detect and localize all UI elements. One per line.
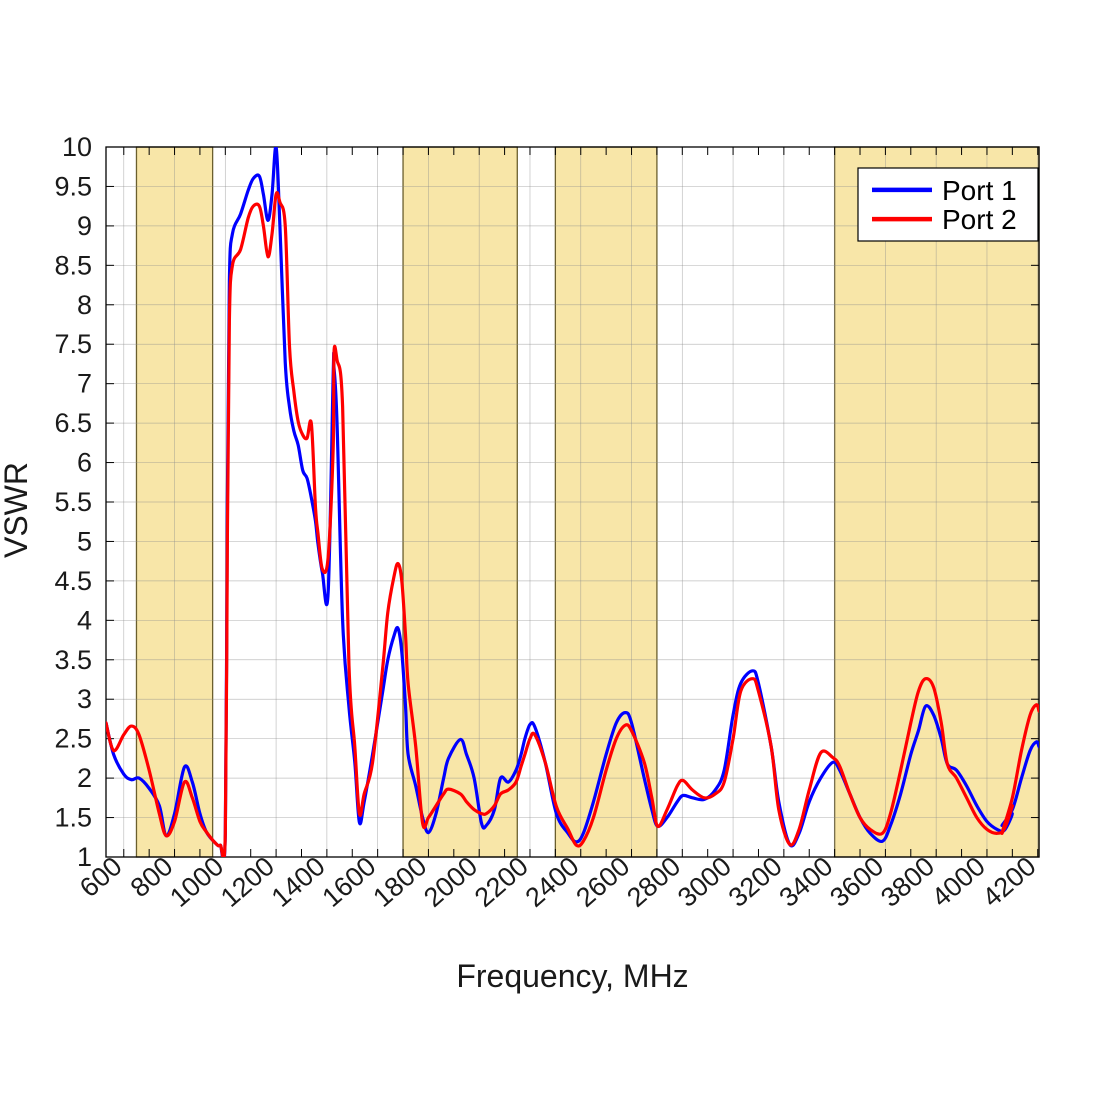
svg-text:1.5: 1.5 (54, 803, 92, 833)
svg-text:8: 8 (77, 290, 92, 320)
svg-text:9: 9 (77, 211, 92, 241)
svg-text:1: 1 (77, 842, 92, 872)
svg-text:9.5: 9.5 (54, 171, 92, 201)
svg-text:7: 7 (77, 369, 92, 399)
svg-text:2: 2 (77, 763, 92, 793)
svg-text:Frequency, MHz: Frequency, MHz (456, 958, 688, 994)
svg-text:8.5: 8.5 (54, 250, 92, 280)
svg-text:2.5: 2.5 (54, 724, 92, 754)
svg-text:Port 2: Port 2 (942, 204, 1017, 235)
svg-text:5.5: 5.5 (54, 487, 92, 517)
svg-text:Port 1: Port 1 (942, 175, 1017, 206)
svg-text:6.5: 6.5 (54, 408, 92, 438)
svg-text:7.5: 7.5 (54, 329, 92, 359)
svg-text:3.5: 3.5 (54, 645, 92, 675)
svg-text:5: 5 (77, 526, 92, 556)
svg-text:6: 6 (77, 448, 92, 478)
svg-text:4: 4 (77, 605, 92, 635)
svg-text:3: 3 (77, 684, 92, 714)
svg-text:10: 10 (62, 132, 92, 162)
svg-text:4.5: 4.5 (54, 566, 92, 596)
svg-text:VSWR: VSWR (0, 462, 34, 558)
